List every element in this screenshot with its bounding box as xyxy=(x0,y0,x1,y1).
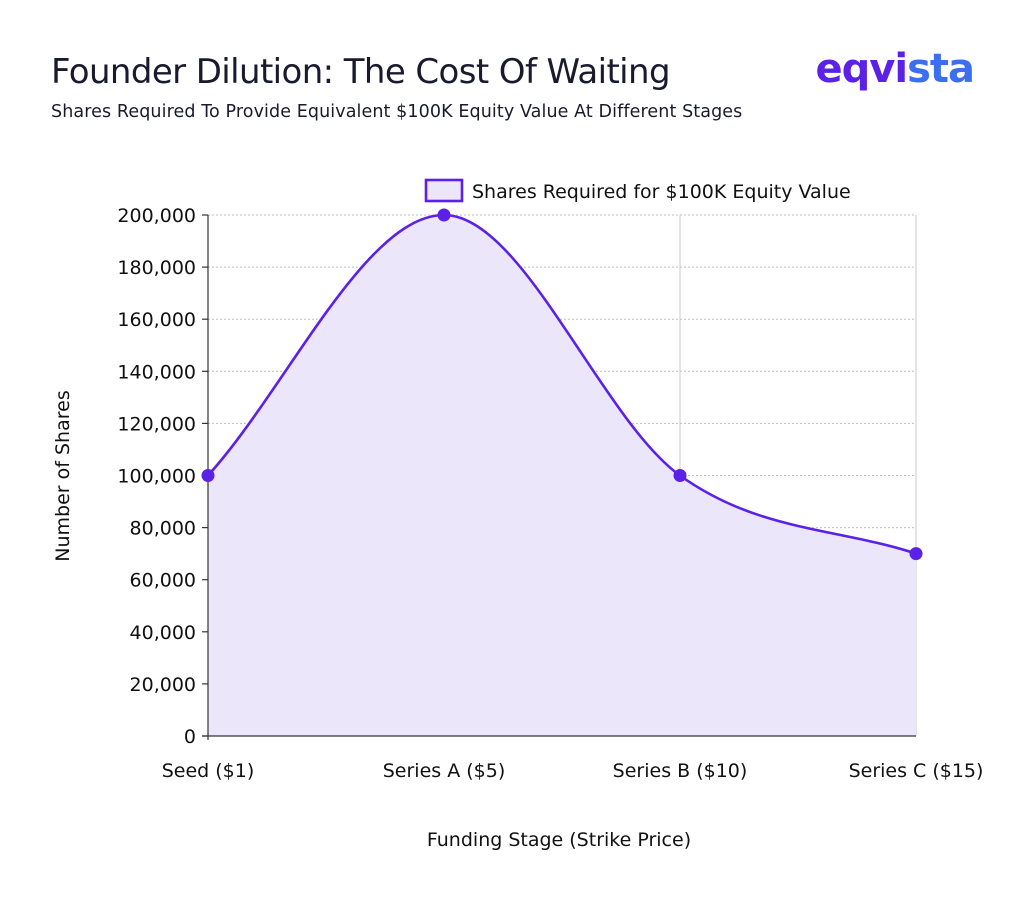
legend[interactable]: Shares Required for $100K Equity Value xyxy=(424,178,851,203)
eqvista-logo: eqvista xyxy=(815,46,975,92)
x-tick-label: Series C ($15) xyxy=(849,760,984,782)
data-point[interactable] xyxy=(909,547,923,561)
y-tick-label: 20,000 xyxy=(130,674,196,696)
legend-swatch xyxy=(424,178,464,203)
y-tick-label: 140,000 xyxy=(117,361,196,383)
data-points xyxy=(201,208,923,561)
x-tick-label: Series A ($5) xyxy=(383,760,506,782)
series-line xyxy=(207,213,917,555)
y-tick-label: 120,000 xyxy=(117,413,196,435)
logo-text-primary: eqvi xyxy=(815,46,909,92)
x-tick-label: Series B ($10) xyxy=(613,760,748,782)
data-point[interactable] xyxy=(437,208,451,222)
y-tick-label: 80,000 xyxy=(130,518,196,540)
y-axis-label: Number of Shares xyxy=(52,390,74,561)
x-axis-label: Funding Stage (Strike Price) xyxy=(427,829,691,851)
x-tick-label: Seed ($1) xyxy=(162,760,255,782)
logo-text-secondary: sta xyxy=(907,46,975,92)
y-tick-label: 60,000 xyxy=(130,570,196,592)
y-tick-label: 0 xyxy=(184,726,196,748)
legend-label: Shares Required for $100K Equity Value xyxy=(472,181,851,203)
chart-title: Founder Dilution: The Cost Of Waiting xyxy=(51,52,671,92)
series-area-fill xyxy=(208,215,916,736)
data-point[interactable] xyxy=(201,469,215,482)
y-tick-label: 180,000 xyxy=(117,257,196,279)
y-tick-label: 100,000 xyxy=(117,466,196,488)
y-tick-label: 200,000 xyxy=(117,205,196,227)
y-tick-labels: 0 20,000 40,000 60,000 80,000 100,000 120,000 1… xyxy=(117,205,196,748)
data-point[interactable] xyxy=(673,469,687,482)
y-tick-label: 160,000 xyxy=(117,309,196,331)
x-tick-labels: Seed ($1) Series A ($5) Series B ($10) Seri… xyxy=(162,760,984,782)
y-tick-label: 40,000 xyxy=(130,622,196,644)
chart-subtitle: Shares Required To Provide Equivalent $1… xyxy=(51,102,743,122)
